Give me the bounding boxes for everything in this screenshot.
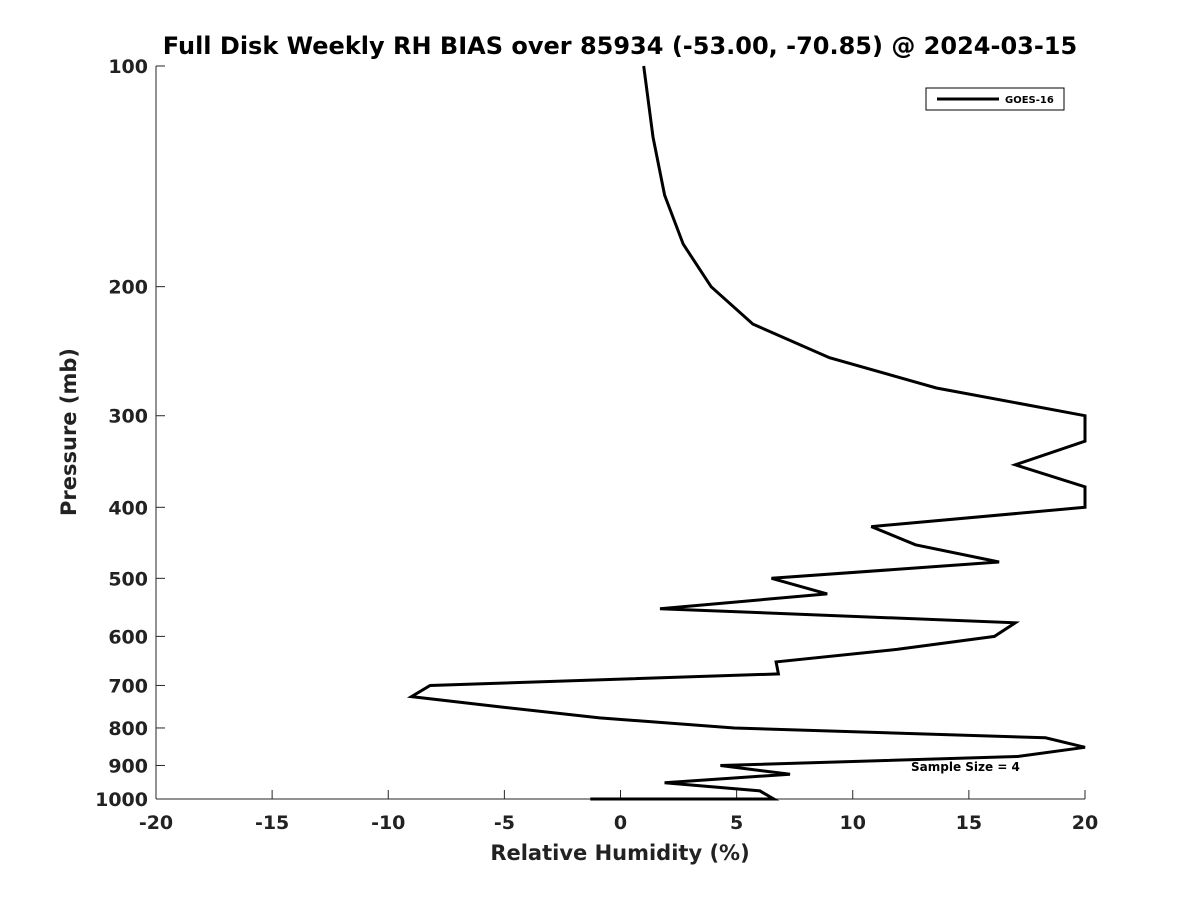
x-tick-label: -15 [255, 812, 289, 834]
y-tick-label: 600 [108, 626, 148, 648]
y-tick-label: 100 [108, 56, 148, 78]
x-axis-ticks: -20 -15 -10 -5 0 5 10 15 20 [139, 790, 1098, 834]
sample-size-annotation: Sample Size = 4 [911, 760, 1020, 774]
chart-title: Full Disk Weekly RH BIAS over 85934 (-53… [163, 32, 1077, 60]
y-tick-label: 700 [108, 675, 148, 697]
y-tick-label: 400 [108, 497, 148, 519]
x-tick-label: 5 [730, 812, 743, 834]
x-tick-label: 15 [956, 812, 982, 834]
series-layer [406, 65, 1087, 801]
legend: GOES-16 [925, 87, 1065, 111]
y-tick-label: 900 [108, 755, 148, 777]
x-tick-label: -10 [371, 812, 405, 834]
plot-area [156, 66, 1085, 799]
y-tick-label: 800 [108, 718, 148, 740]
x-tick-label: 10 [840, 812, 866, 834]
y-axis-ticks: 100 200 300 400 500 600 700 800 900 1000 [95, 56, 165, 811]
x-tick-label: -20 [139, 812, 173, 834]
x-tick-label: -5 [494, 812, 515, 834]
y-tick-label: 200 [108, 277, 148, 299]
y-tick-label: 500 [108, 568, 148, 590]
x-tick-label: 0 [614, 812, 627, 834]
y-axis-label: Pressure (mb) [57, 348, 81, 516]
x-axis-label: Relative Humidity (%) [490, 841, 749, 865]
series-line-goes-16 [406, 65, 1087, 801]
legend-label: GOES-16 [1005, 95, 1054, 106]
x-tick-label: 20 [1072, 812, 1098, 834]
y-tick-label: 300 [108, 406, 148, 428]
y-tick-label: 1000 [95, 789, 148, 811]
